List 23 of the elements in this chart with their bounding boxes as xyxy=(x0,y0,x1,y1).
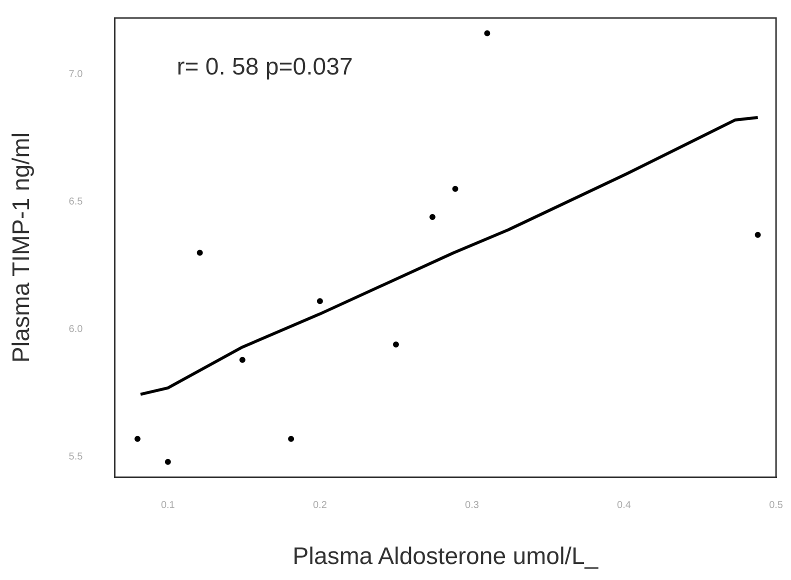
point xyxy=(392,342,399,348)
y-tick-label: 6.0 xyxy=(68,324,84,335)
point xyxy=(429,214,436,220)
point xyxy=(452,186,458,192)
x-tick-label: 0.3 xyxy=(465,500,480,511)
y-axis-title: Plasma TIMP-1 ng/ml xyxy=(8,132,36,363)
annotation: r= 0. 58 p=0.037 xyxy=(176,54,353,81)
x-tick-label: 0.4 xyxy=(617,500,632,511)
x-tick-label: 0.1 xyxy=(160,500,176,511)
point xyxy=(288,436,294,442)
point xyxy=(196,250,203,256)
x-tick-label: 0.2 xyxy=(312,500,328,511)
point xyxy=(754,232,761,238)
x-tick-label: 0.5 xyxy=(769,500,784,511)
x-axis-title: Plasma Aldosterone umol/L_ xyxy=(292,543,599,570)
y-tick-label: 7.0 xyxy=(68,68,84,80)
point xyxy=(484,30,490,36)
point xyxy=(316,298,323,304)
y-tick-label: 6.5 xyxy=(68,196,84,208)
y-tick-label: 5.5 xyxy=(68,452,84,463)
point xyxy=(134,436,141,442)
point xyxy=(239,356,246,363)
point xyxy=(164,458,171,465)
